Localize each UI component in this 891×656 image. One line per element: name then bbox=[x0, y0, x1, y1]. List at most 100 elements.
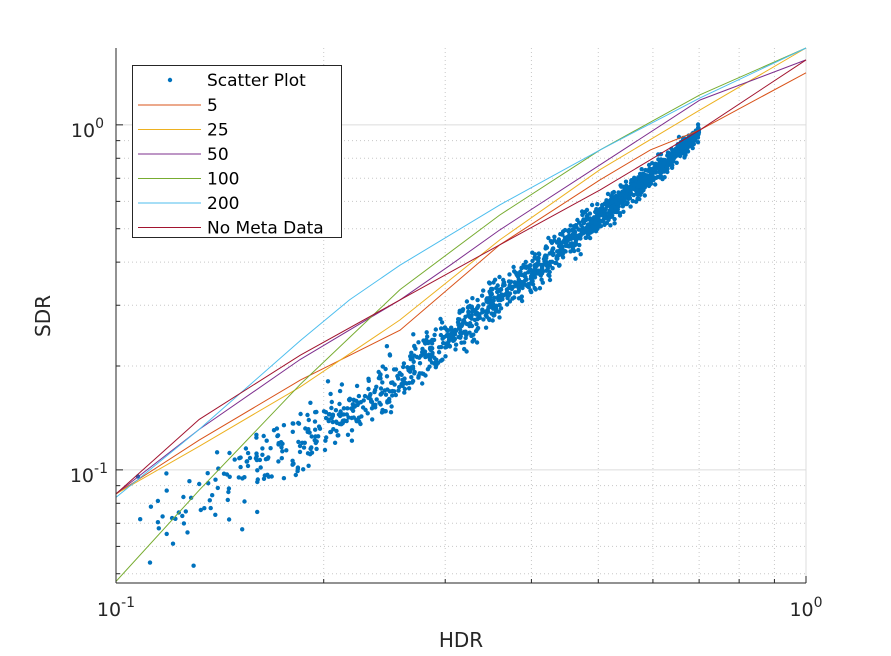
scatter-point bbox=[423, 340, 428, 346]
scatter-point bbox=[447, 343, 452, 349]
scatter-point bbox=[436, 350, 442, 355]
scatter-point bbox=[410, 366, 415, 371]
scatter-point bbox=[622, 198, 627, 203]
scatter-point bbox=[255, 468, 260, 473]
scatter-point bbox=[654, 162, 659, 167]
scatter-point bbox=[381, 408, 387, 414]
scatter-point bbox=[433, 327, 438, 332]
scatter-point bbox=[226, 486, 232, 491]
y-axis-label: SDR bbox=[31, 295, 55, 337]
scatter-point bbox=[624, 191, 630, 196]
scatter-point bbox=[544, 245, 550, 250]
scatter-point bbox=[495, 289, 500, 295]
scatter-point bbox=[539, 266, 545, 272]
scatter-point bbox=[632, 177, 637, 182]
scatter-point bbox=[301, 467, 306, 472]
scatter-point bbox=[245, 463, 251, 469]
scatter-point bbox=[313, 427, 318, 432]
scatter-point bbox=[467, 323, 472, 329]
scatter-point bbox=[494, 285, 499, 291]
scatter-point bbox=[306, 417, 311, 423]
scatter-point bbox=[396, 376, 401, 381]
scatter-point bbox=[261, 476, 267, 481]
scatter-point bbox=[349, 438, 355, 443]
series-line-200 bbox=[115, 47, 807, 498]
scatter-point bbox=[370, 417, 375, 422]
scatter-point bbox=[424, 353, 429, 358]
scatter-point bbox=[427, 354, 432, 360]
scatter-point bbox=[365, 411, 370, 416]
scatter-point bbox=[156, 526, 161, 531]
scatter-point bbox=[498, 287, 504, 292]
scatter-point bbox=[210, 493, 215, 498]
scatter-point bbox=[475, 297, 480, 303]
series-line-no-meta-data bbox=[115, 59, 807, 495]
scatter-point bbox=[609, 200, 615, 205]
scatter-point bbox=[329, 399, 334, 405]
scatter-point bbox=[497, 302, 502, 308]
scatter-point bbox=[504, 302, 510, 307]
scatter-point bbox=[584, 214, 589, 219]
scatter-point bbox=[550, 266, 555, 271]
scatter-point bbox=[639, 167, 644, 172]
scatter-point bbox=[508, 279, 514, 284]
scatter-point bbox=[291, 421, 296, 426]
legend: Scatter Plot 5 25 50 100 200 No Meta Data bbox=[132, 65, 342, 239]
series-line-50 bbox=[115, 59, 807, 495]
scatter-point bbox=[444, 341, 449, 346]
scatter-point bbox=[465, 305, 471, 310]
scatter-point bbox=[384, 374, 390, 379]
scatter-point bbox=[571, 224, 577, 229]
scatter-point bbox=[369, 399, 374, 404]
scatter-point bbox=[257, 457, 263, 463]
legend-label-1: 25 bbox=[207, 121, 229, 141]
scatter-point bbox=[628, 185, 634, 191]
scatter-point bbox=[337, 401, 342, 407]
scatter-point bbox=[684, 149, 689, 154]
scatter-point bbox=[271, 428, 277, 433]
scatter-point bbox=[280, 449, 285, 454]
scatter-point bbox=[380, 364, 385, 369]
scatter-point bbox=[571, 227, 576, 233]
plot-area bbox=[115, 47, 807, 582]
scatter-point bbox=[416, 375, 421, 380]
scatter-point bbox=[603, 215, 608, 221]
scatter-point bbox=[443, 345, 448, 350]
scatter-point bbox=[155, 498, 161, 504]
scatter-point bbox=[649, 178, 654, 183]
scatter-point bbox=[642, 193, 647, 198]
scatter-point bbox=[297, 449, 303, 455]
scatter-point bbox=[366, 386, 371, 392]
scatter-point bbox=[595, 202, 600, 207]
scatter-point bbox=[627, 195, 633, 201]
scatter-point bbox=[344, 412, 349, 417]
scatter-point bbox=[265, 456, 270, 461]
scatter-point bbox=[302, 440, 307, 445]
scatter-point bbox=[349, 428, 355, 433]
scatter-point bbox=[554, 256, 559, 261]
scatter-point bbox=[464, 299, 470, 304]
scatter-point bbox=[470, 296, 475, 301]
scatter-point bbox=[341, 412, 346, 417]
scatter-point bbox=[633, 199, 639, 204]
scatter-point bbox=[671, 148, 676, 153]
scatter-point bbox=[455, 320, 461, 325]
scatter-point bbox=[532, 264, 537, 269]
scatter-point bbox=[536, 268, 542, 273]
scatter-point bbox=[345, 432, 351, 437]
scatter-point bbox=[536, 251, 541, 256]
scatter-point bbox=[341, 406, 347, 411]
scatter-point bbox=[307, 452, 313, 457]
scatter-point bbox=[333, 408, 339, 413]
scatter-point bbox=[160, 514, 165, 519]
scatter-point bbox=[573, 256, 578, 261]
scatter-point bbox=[584, 207, 590, 213]
scatter-point bbox=[528, 288, 533, 293]
scatter-point bbox=[528, 268, 533, 273]
scatter-point bbox=[409, 375, 414, 380]
scatter-point bbox=[519, 280, 525, 285]
scatter-point bbox=[552, 234, 557, 239]
scatter-point bbox=[334, 428, 339, 434]
scatter-point bbox=[276, 441, 281, 446]
scatter-point bbox=[305, 412, 310, 418]
